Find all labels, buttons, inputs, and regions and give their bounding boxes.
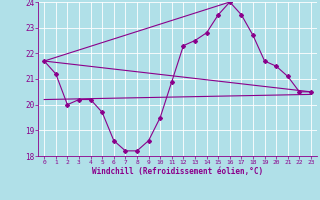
X-axis label: Windchill (Refroidissement éolien,°C): Windchill (Refroidissement éolien,°C): [92, 167, 263, 176]
